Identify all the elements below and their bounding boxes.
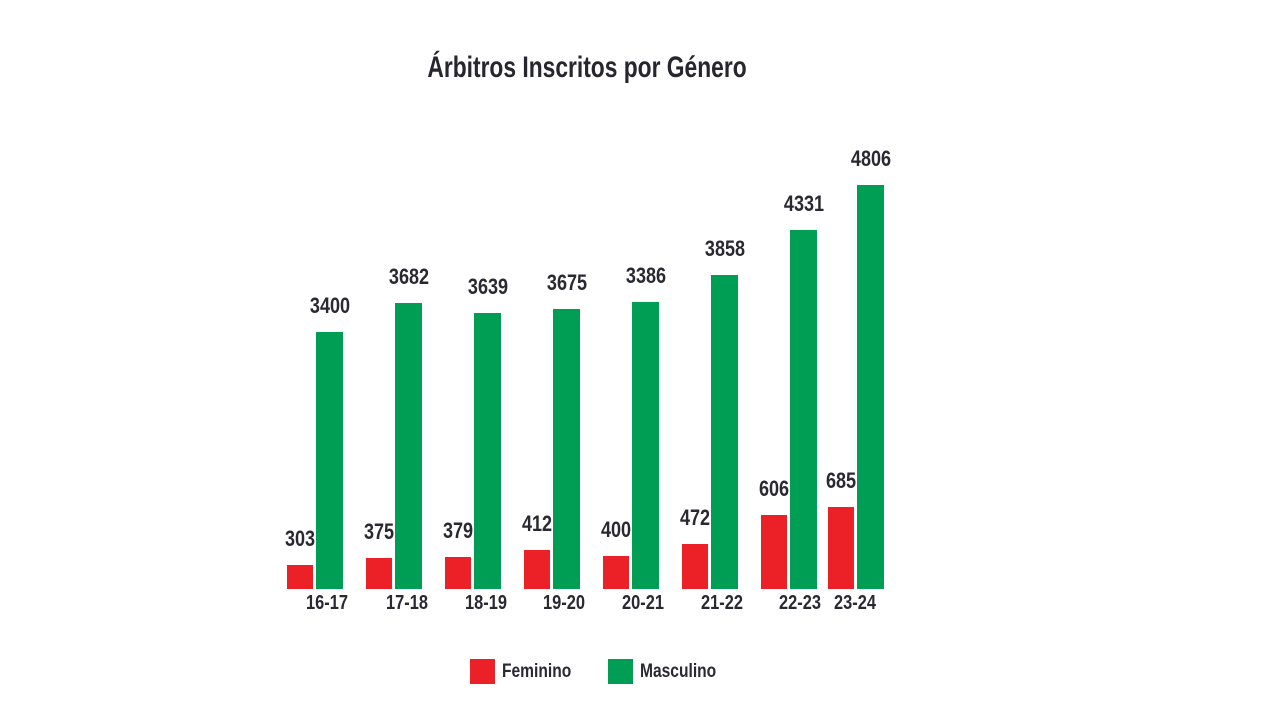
category-label: 19-20 bbox=[543, 592, 585, 614]
legend-swatch-masculino bbox=[608, 659, 633, 684]
legend-label-masculino: Masculino bbox=[640, 661, 717, 682]
category-label: 17-18 bbox=[386, 592, 428, 614]
category-label: 23-24 bbox=[834, 592, 876, 614]
bar-feminino bbox=[682, 544, 708, 589]
bar-masculino bbox=[790, 230, 817, 589]
value-label-feminino: 606 bbox=[758, 476, 790, 501]
value-label-feminino: 379 bbox=[442, 518, 474, 543]
value-label-masculino: 4806 bbox=[850, 146, 891, 171]
value-label-masculino: 4331 bbox=[783, 191, 824, 216]
bar-masculino bbox=[474, 313, 501, 589]
bar-masculino bbox=[711, 275, 738, 589]
value-label-feminino: 472 bbox=[679, 505, 711, 530]
bar-masculino bbox=[632, 302, 659, 589]
bar-feminino bbox=[603, 556, 629, 589]
bar-feminino bbox=[761, 515, 787, 589]
chart-title: Árbitros Inscritos por Género bbox=[427, 51, 747, 84]
category-label: 22-23 bbox=[779, 592, 821, 614]
value-label-masculino: 3639 bbox=[467, 274, 508, 299]
bar-feminino bbox=[445, 557, 471, 589]
value-label-feminino: 685 bbox=[825, 468, 857, 493]
value-label-feminino: 303 bbox=[284, 526, 316, 551]
bar-feminino bbox=[828, 507, 854, 589]
value-label-masculino: 3400 bbox=[309, 293, 350, 318]
category-label: 18-19 bbox=[465, 592, 507, 614]
value-label-masculino: 3858 bbox=[704, 236, 745, 261]
category-label: 16-17 bbox=[306, 592, 348, 614]
legend-swatch-feminino bbox=[470, 659, 495, 684]
category-label: 21-22 bbox=[701, 592, 743, 614]
value-label-feminino: 412 bbox=[521, 511, 553, 536]
category-label: 20-21 bbox=[622, 592, 664, 614]
bar-feminino bbox=[366, 558, 392, 589]
bar-masculino bbox=[316, 332, 343, 589]
bar-feminino bbox=[524, 550, 550, 589]
bar-masculino bbox=[395, 303, 422, 589]
value-label-masculino: 3682 bbox=[388, 264, 429, 289]
value-label-feminino: 400 bbox=[600, 517, 632, 542]
legend-label-feminino: Feminino bbox=[502, 661, 572, 682]
value-label-masculino: 3386 bbox=[625, 263, 666, 288]
bar-masculino bbox=[553, 309, 580, 589]
value-label-masculino: 3675 bbox=[546, 270, 587, 295]
bar-feminino bbox=[287, 565, 313, 589]
bar-masculino bbox=[857, 185, 884, 589]
value-label-feminino: 375 bbox=[363, 519, 395, 544]
